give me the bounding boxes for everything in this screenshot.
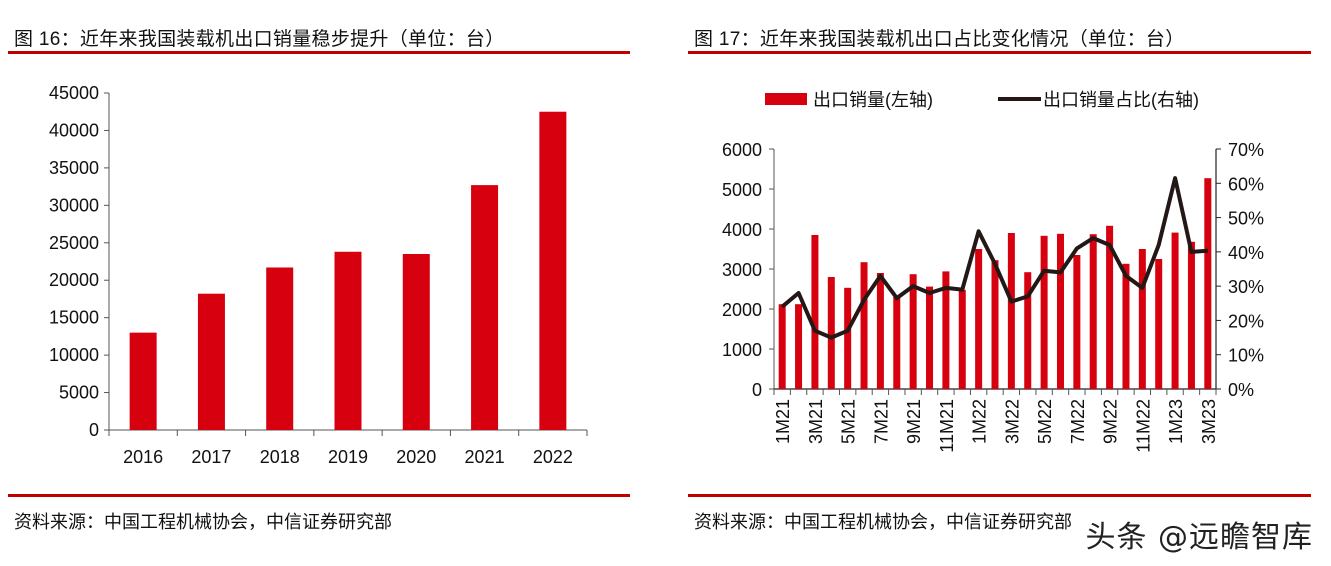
- y-tick-label: 30000: [49, 195, 99, 215]
- x-tick-label: 7M22: [1068, 399, 1088, 444]
- y-tick-label: 25000: [49, 233, 99, 253]
- title-rule: [8, 51, 630, 54]
- right-y-tick-label: 70%: [1228, 140, 1264, 160]
- bar-9M22: [1106, 225, 1114, 389]
- bar-2M21: [795, 304, 803, 389]
- bar-10M22: [1122, 263, 1130, 389]
- bar-6M21: [860, 262, 868, 389]
- legend-bar-swatch: [765, 93, 807, 105]
- bar-2016: [129, 332, 157, 430]
- legend-bar-label: 出口销量(左轴): [813, 90, 933, 110]
- bar-3M22: [1007, 233, 1015, 389]
- x-tick-label: 11M22: [1133, 399, 1153, 453]
- bar-2022: [539, 111, 567, 430]
- x-tick-label: 2021: [465, 447, 505, 467]
- bar-12M21: [958, 289, 966, 389]
- watermark: 头条 @远瞻智库: [1085, 520, 1313, 555]
- x-tick-label: 2022: [533, 447, 573, 467]
- bar-12M22: [1155, 259, 1163, 389]
- x-tick-label: 1M22: [970, 399, 990, 444]
- bar-2017: [197, 293, 225, 430]
- x-tick-label: 1M23: [1166, 399, 1186, 444]
- x-tick-label: 2017: [191, 447, 231, 467]
- y-tick-label: 5000: [59, 383, 99, 403]
- figure-17-panel: 图 17：近年来我国装载机出口占比变化情况（单位：台） 出口销量(左轴) 出口销…: [680, 0, 1331, 566]
- right-y-tick-label: 0%: [1228, 380, 1254, 400]
- x-tick-label: 2016: [123, 447, 163, 467]
- right-y-tick-label: 20%: [1228, 311, 1264, 331]
- figure-17-title: 图 17：近年来我国装载机出口占比变化情况（单位：台）: [694, 29, 1185, 50]
- x-tick-label: 1M21: [773, 399, 793, 444]
- bar-7M21: [876, 273, 884, 389]
- x-tick-label: 5M21: [839, 399, 859, 444]
- figure-17-chart: 出口销量(左轴) 出口销量占比(右轴) 0 1000 2000 3000 4000 500…: [722, 90, 1264, 453]
- bar-3M23: [1204, 178, 1212, 389]
- bar-2018: [266, 267, 294, 430]
- left-y-tick-label: 3000: [722, 260, 762, 280]
- bar-1M23: [1171, 232, 1179, 389]
- figure-16-chart: 0 5000 10000 15000 20000 25000 30000 35000 40000…: [49, 83, 588, 467]
- y-tick-label: 40000: [49, 120, 99, 140]
- x-tick-label: 11M21: [937, 399, 957, 453]
- right-y-tick-label: 30%: [1228, 277, 1264, 297]
- figure-16-title: 图 16：近年来我国装载机出口销量稳步提升（单位：台）: [14, 29, 505, 50]
- source-rule: [8, 494, 630, 497]
- bar-2021: [471, 185, 499, 430]
- figure-17-source: 资料来源：中国工程机械协会，中信证券研究部: [694, 512, 1072, 532]
- x-tick-label: 7M21: [871, 399, 891, 444]
- x-tick-label: 9M22: [1101, 399, 1121, 444]
- bar-2M23: [1187, 241, 1195, 389]
- bar-8M21: [893, 297, 901, 389]
- bar-2020: [402, 254, 430, 430]
- y-tick-label: 20000: [49, 270, 99, 290]
- right-y-tick-label: 50%: [1228, 209, 1264, 229]
- y-tick-label: 45000: [49, 83, 99, 103]
- figure-16-panel: 图 16：近年来我国装载机出口销量稳步提升（单位：台） 0 5000 10000 15…: [0, 0, 660, 566]
- bar-4M21: [827, 277, 835, 389]
- bar-1M21: [778, 304, 786, 389]
- source-rule: [688, 494, 1311, 497]
- bar-11M21: [942, 271, 950, 389]
- left-y-tick-label: 0: [752, 380, 762, 400]
- x-tick-label: 9M21: [904, 399, 924, 444]
- y-tick-label: 10000: [49, 345, 99, 365]
- bar-8M22: [1089, 234, 1097, 389]
- figure-16-source: 资料来源：中国工程机械协会，中信证券研究部: [14, 512, 392, 532]
- bar-4M22: [1024, 272, 1032, 389]
- x-tick-label: 3M22: [1002, 399, 1022, 444]
- right-y-tick-label: 10%: [1228, 346, 1264, 366]
- left-y-tick-label: 5000: [722, 180, 762, 200]
- bar-11M22: [1138, 249, 1146, 389]
- bar-3M21: [811, 235, 819, 389]
- left-y-tick-label: 2000: [722, 300, 762, 320]
- bar-9M21: [909, 274, 917, 389]
- left-y-tick-label: 6000: [722, 140, 762, 160]
- x-tick-label: 2019: [328, 447, 368, 467]
- legend-line-swatch: [998, 97, 1041, 101]
- bar-7M22: [1073, 255, 1081, 389]
- bar-5M21: [844, 287, 852, 389]
- x-tick-label: 3M23: [1199, 399, 1219, 444]
- x-tick-label: 2020: [396, 447, 436, 467]
- bar-5M22: [1040, 235, 1048, 389]
- y-tick-label: 0: [89, 420, 99, 440]
- legend-line-label: 出口销量占比(右轴): [1043, 90, 1199, 110]
- left-y-tick-label: 4000: [722, 220, 762, 240]
- bar-1M22: [975, 249, 983, 389]
- right-y-tick-label: 40%: [1228, 243, 1264, 263]
- bar-10M21: [926, 286, 934, 389]
- title-rule: [688, 51, 1311, 54]
- x-tick-label: 3M21: [806, 399, 826, 444]
- bar-2M22: [991, 260, 999, 389]
- bar-6M22: [1056, 233, 1064, 389]
- bar-2019: [334, 251, 362, 430]
- legend: 出口销量(左轴) 出口销量占比(右轴): [765, 90, 1199, 110]
- right-y-tick-label: 60%: [1228, 174, 1264, 194]
- y-tick-label: 35000: [49, 158, 99, 178]
- left-y-tick-label: 1000: [722, 340, 762, 360]
- x-tick-label: 2018: [260, 447, 300, 467]
- x-tick-label: 5M22: [1035, 399, 1055, 444]
- y-tick-label: 15000: [49, 308, 99, 328]
